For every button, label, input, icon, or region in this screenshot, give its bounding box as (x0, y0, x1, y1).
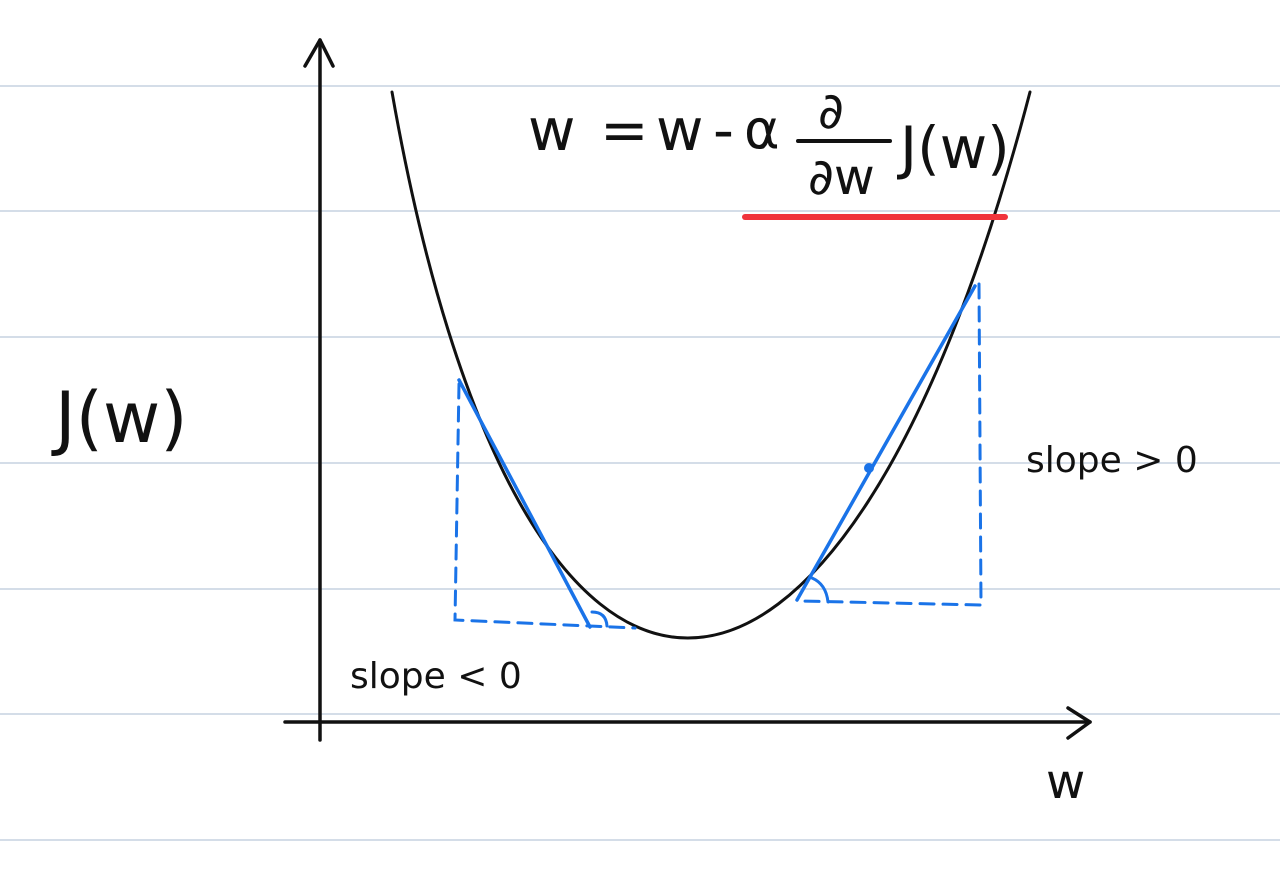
x-axis-arrowhead (1066, 706, 1092, 740)
formula-equals: = (600, 96, 649, 164)
positive-slope-label: slope > 0 (1026, 440, 1198, 481)
y-axis-arrowhead (303, 38, 335, 68)
tangent-point-right (864, 463, 874, 473)
slope-triangle-left (453, 382, 637, 630)
angle-arc-left (590, 610, 609, 628)
formula-function: J(w) (897, 114, 1010, 182)
ruled-lines (0, 85, 1280, 841)
cost-curve (390, 90, 1032, 640)
y-axis-label: J(w) (51, 377, 188, 459)
slope-triangle-right (798, 282, 983, 607)
formula-rhs-w: w (656, 96, 703, 164)
negative-slope-label: slope < 0 (350, 656, 522, 697)
formula-partial-top: ∂ (818, 82, 844, 140)
x-axis-label: w (1046, 754, 1085, 810)
formula-minus: - (713, 96, 734, 164)
positive-slope-tangent (795, 282, 983, 607)
formula-lhs: w (528, 96, 575, 164)
axes (283, 38, 1092, 742)
update-rule-formula: w = w - α ∂ ∂w J(w) (528, 82, 1010, 206)
formula-alpha: α (744, 98, 780, 161)
tangent-line-right (795, 284, 977, 602)
tangent-line-left (457, 378, 592, 629)
angle-arc-right (810, 576, 830, 604)
formula-partial-bottom: ∂w (808, 148, 875, 206)
negative-slope-tangent (453, 378, 637, 630)
